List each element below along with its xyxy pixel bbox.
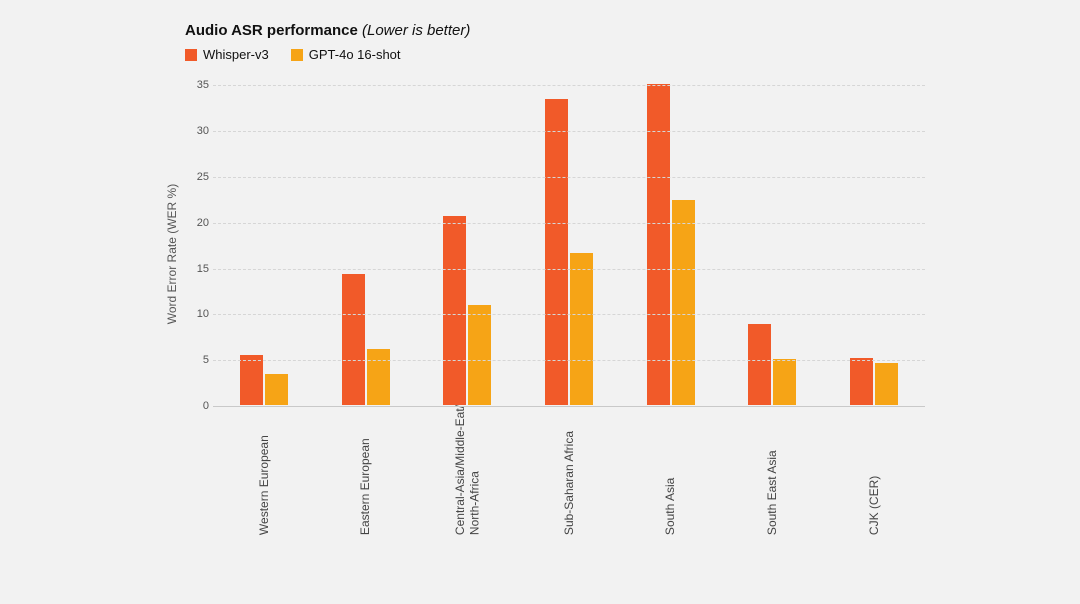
gridline [213, 177, 925, 178]
x-label-wrap: South East Asia [742, 405, 802, 543]
y-tick-label: 10 [185, 308, 209, 320]
asr-chart: Audio ASR performance (Lower is better) … [185, 22, 925, 406]
bar-group [437, 216, 497, 405]
bar [545, 99, 568, 405]
bar [773, 359, 796, 405]
bar [850, 358, 873, 405]
gridline [213, 85, 925, 86]
bar-group [539, 99, 599, 405]
bar [240, 355, 263, 405]
x-tick-label: Eastern European [358, 405, 372, 543]
x-tick-label: Western European [257, 405, 271, 543]
x-label-wrap: Eastern European [336, 405, 396, 543]
bar [443, 216, 466, 405]
bar-group [234, 355, 294, 405]
gridline [213, 223, 925, 224]
chart-title-sub: (Lower is better) [358, 22, 471, 39]
bar-group [641, 84, 701, 405]
bar [647, 84, 670, 405]
bars-area [213, 76, 925, 405]
bar-group [336, 274, 396, 405]
bar [748, 324, 771, 405]
bar [468, 305, 491, 405]
y-tick-label: 30 [185, 125, 209, 137]
gridline [213, 360, 925, 361]
legend-swatch [291, 49, 303, 61]
y-tick-label: 5 [185, 354, 209, 366]
bar [672, 200, 695, 405]
y-tick-label: 15 [185, 263, 209, 275]
legend-label: Whisper-v3 [203, 47, 269, 62]
bar [265, 374, 288, 405]
x-label-wrap: CJK (CER) [844, 405, 904, 543]
chart-title: Audio ASR performance (Lower is better) [185, 22, 925, 39]
x-label-wrap: Western European [234, 405, 294, 543]
x-label-wrap: Central-Asia/Middle-Eat/North-Africa [437, 405, 497, 543]
x-tick-label: South East Asia [765, 405, 779, 543]
bar [875, 363, 898, 405]
legend-label: GPT-4o 16-shot [309, 47, 401, 62]
plot-area: Word Error Rate (WER %) Western European… [185, 76, 925, 406]
baseline [213, 406, 925, 407]
bar-group [742, 324, 802, 405]
chart-title-main: Audio ASR performance [185, 22, 358, 39]
y-tick-label: 35 [185, 79, 209, 91]
y-tick-label: 25 [185, 171, 209, 183]
x-tick-label: Central-Asia/Middle-Eat/North-Africa [453, 405, 482, 543]
x-tick-label: CJK (CER) [867, 405, 881, 543]
legend-item: Whisper-v3 [185, 47, 269, 62]
gridline [213, 269, 925, 270]
x-label-wrap: South Asia [641, 405, 701, 543]
x-label-wrap: Sub-Saharan Africa [539, 405, 599, 543]
gridline [213, 131, 925, 132]
legend: Whisper-v3 GPT-4o 16-shot [185, 47, 925, 62]
bar-group [844, 358, 904, 405]
legend-item: GPT-4o 16-shot [291, 47, 401, 62]
y-tick-label: 0 [185, 400, 209, 412]
bar [367, 349, 390, 405]
x-axis-labels: Western European Eastern European Central-… [213, 405, 925, 543]
y-axis-label: Word Error Rate (WER %) [165, 89, 179, 419]
x-tick-label: South Asia [663, 405, 677, 543]
x-tick-label: Sub-Saharan Africa [562, 405, 576, 543]
legend-swatch [185, 49, 197, 61]
bar [342, 274, 365, 405]
y-tick-label: 20 [185, 217, 209, 229]
gridline [213, 314, 925, 315]
bar [570, 253, 593, 405]
